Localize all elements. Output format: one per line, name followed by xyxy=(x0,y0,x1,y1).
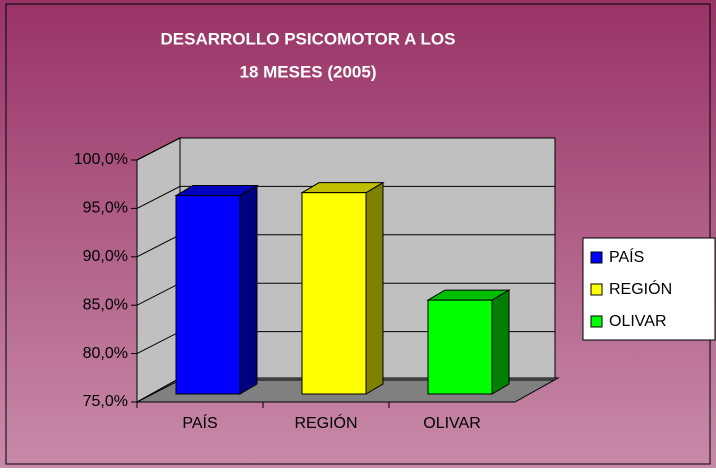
legend-swatch xyxy=(590,283,603,296)
legend-label: OLIVAR xyxy=(609,313,667,330)
x-tick-label: PAÍS xyxy=(182,413,217,432)
y-tick-label: 95,0% xyxy=(83,200,128,217)
legend-swatch xyxy=(590,251,603,264)
y-tick-label: 75,0% xyxy=(83,393,128,410)
chart-title: DESARROLLO PSICOMOTOR A LOS xyxy=(161,29,456,48)
bar xyxy=(427,299,493,395)
side-wall xyxy=(136,137,181,403)
bar xyxy=(301,192,367,395)
bar-side xyxy=(491,289,510,395)
bar-side xyxy=(365,181,384,395)
legend-label: PAÍS xyxy=(609,247,644,266)
legend-swatch xyxy=(590,315,603,328)
grid-line xyxy=(136,185,555,209)
legend xyxy=(582,237,716,341)
bar-side xyxy=(239,184,258,395)
chart-title: 18 MESES (2005) xyxy=(239,62,376,81)
y-tick-label: 85,0% xyxy=(83,296,128,313)
frame xyxy=(5,3,711,465)
y-tick-label: 100,0% xyxy=(74,151,128,168)
grid-line xyxy=(136,137,555,161)
x-tick-label: OLIVAR xyxy=(423,415,481,432)
bar xyxy=(175,195,241,395)
x-tick-label: REGIÓN xyxy=(294,413,357,432)
y-tick-label: 90,0% xyxy=(83,248,128,265)
legend-label: REGIÓN xyxy=(609,279,672,298)
y-tick-label: 80,0% xyxy=(83,345,128,362)
